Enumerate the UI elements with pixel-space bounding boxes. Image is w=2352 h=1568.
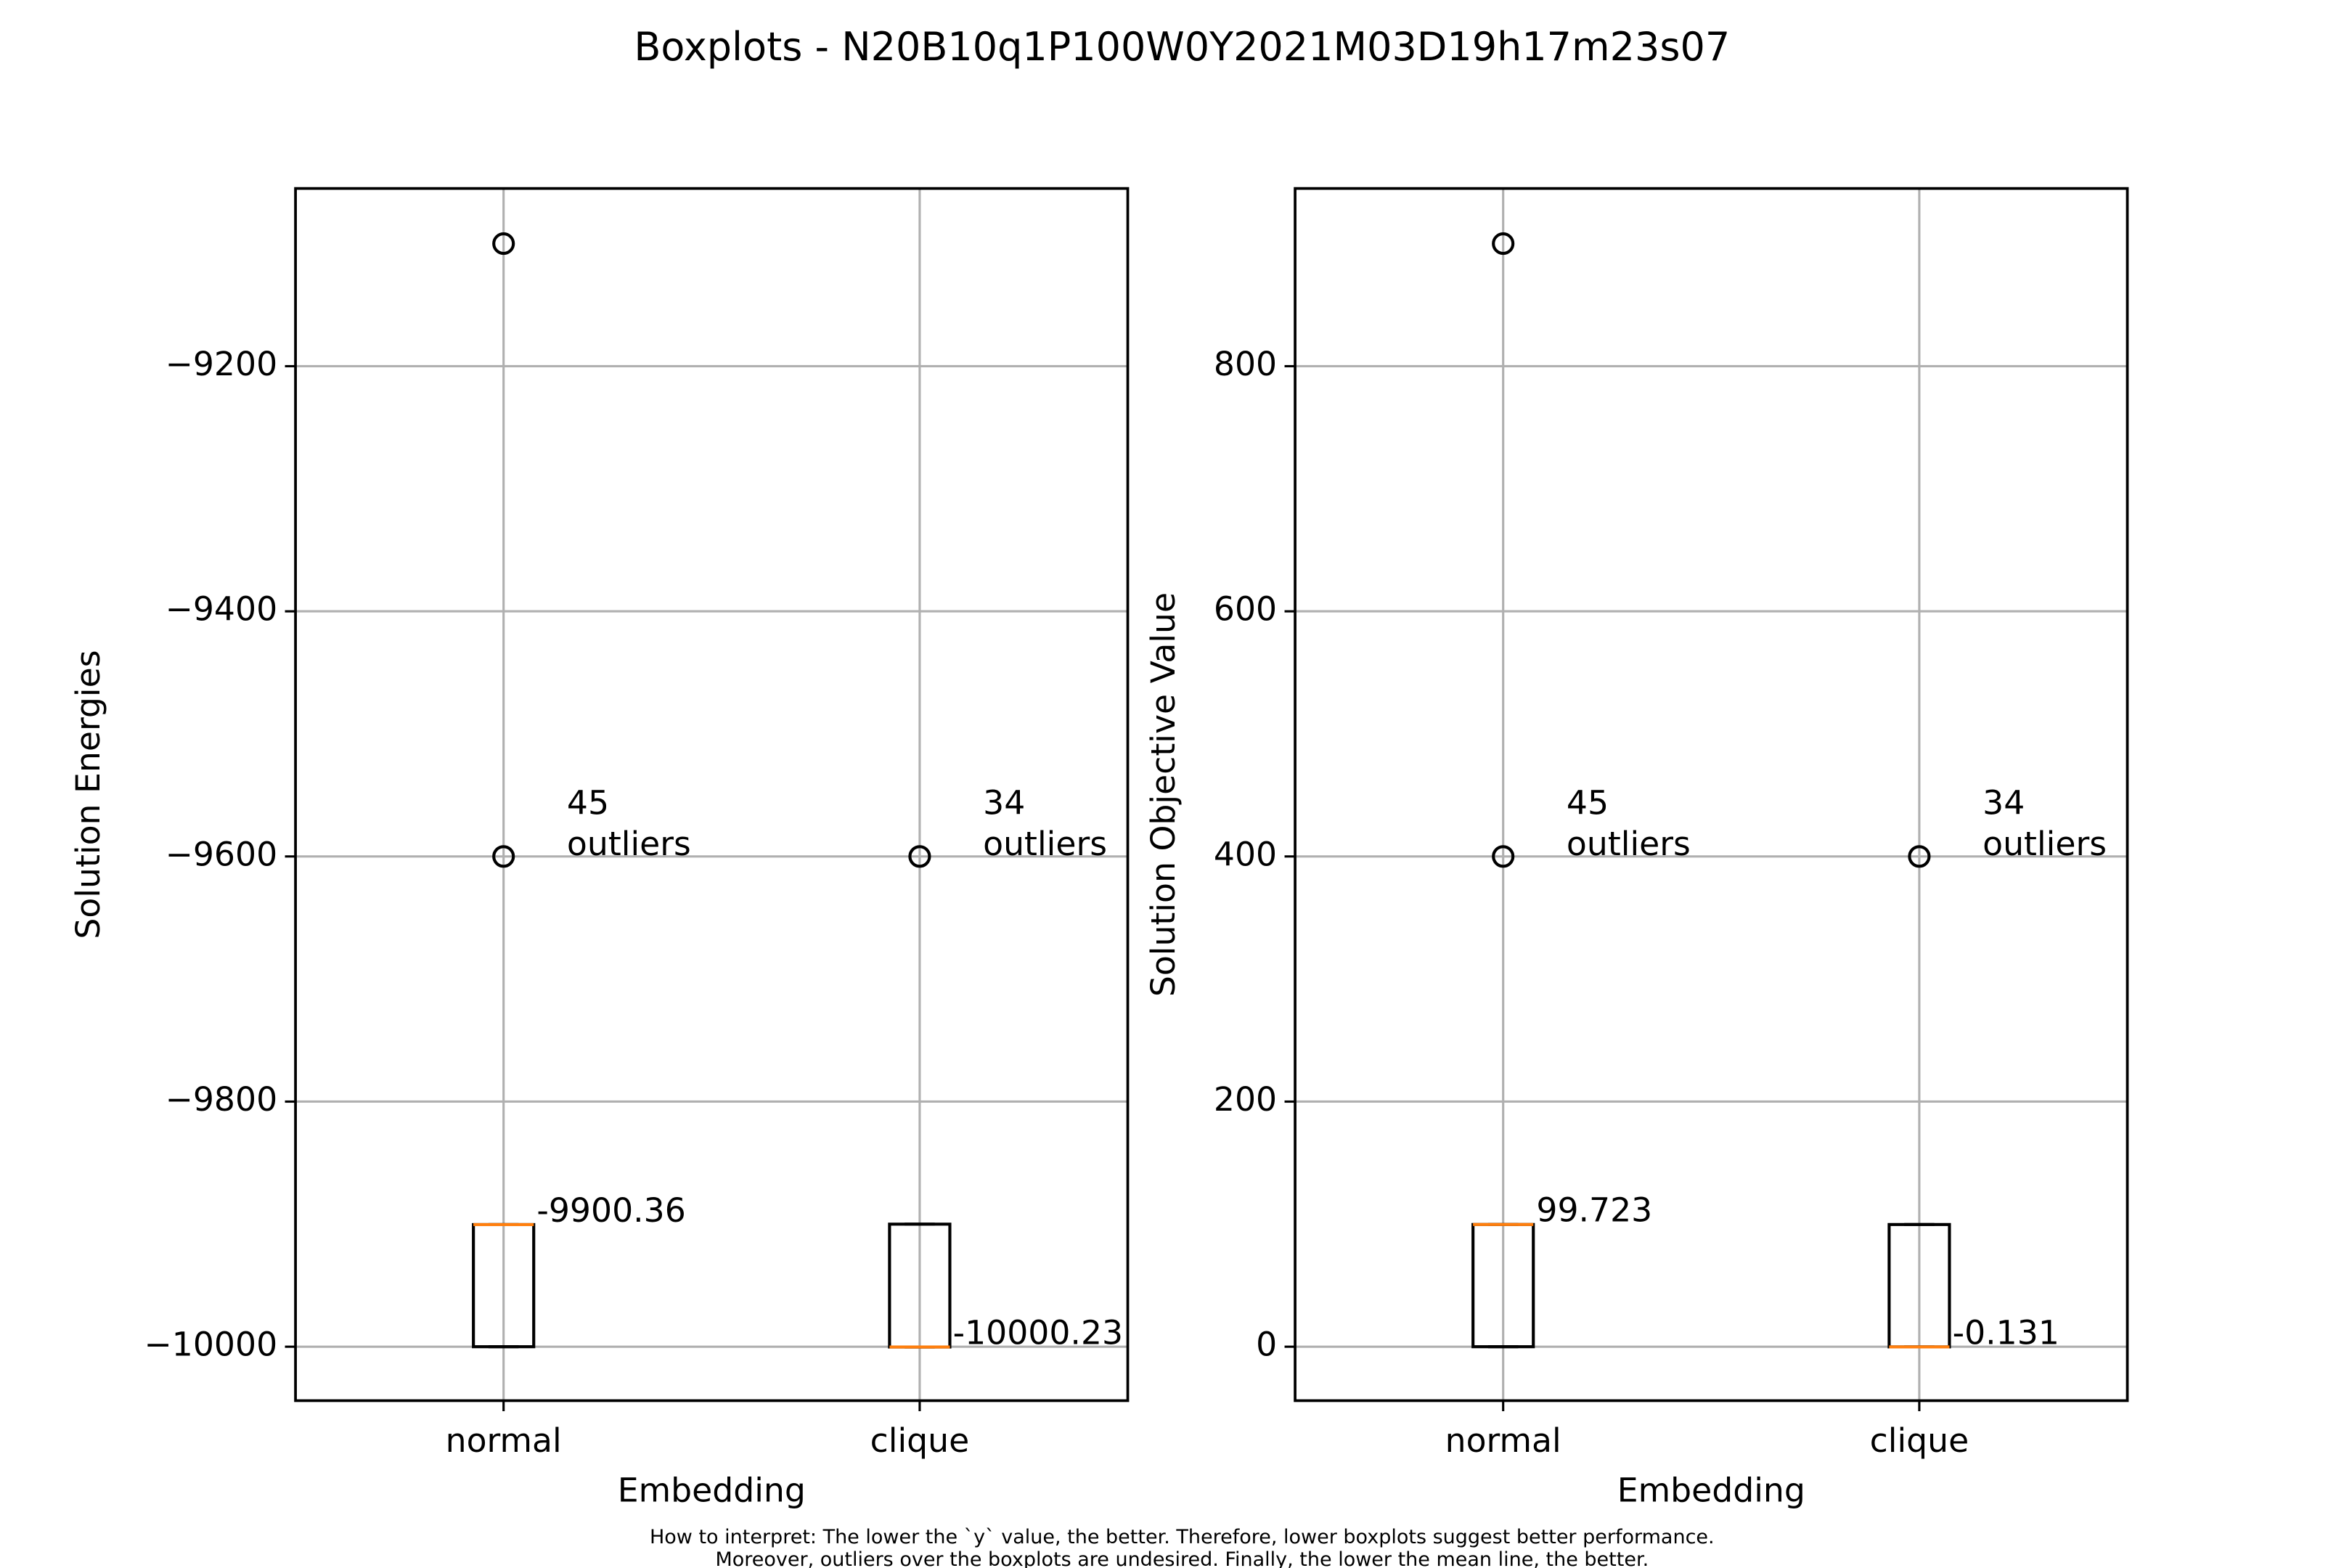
- median-label: -0.131: [1953, 1313, 2059, 1352]
- y-tick-label: −10000: [144, 1326, 278, 1364]
- outlier-label: outliers: [567, 825, 691, 863]
- outlier: [1908, 845, 1931, 868]
- x-tick-label: normal: [446, 1421, 562, 1460]
- axes-frame: [1294, 187, 2129, 1402]
- outlier-count: 45: [567, 784, 609, 822]
- y-tick-label: 600: [1214, 590, 1277, 629]
- outlier: [492, 232, 515, 256]
- footnote: How to interpret: The lower the `y` valu…: [650, 1526, 1715, 1548]
- median-label: -9900.36: [536, 1191, 685, 1230]
- outlier-label: outliers: [983, 825, 1107, 863]
- outlier: [1492, 845, 1515, 868]
- outlier-label: outliers: [1567, 825, 1691, 863]
- outlier-count: 34: [1983, 784, 2025, 822]
- y-axis-label: Solution Objective Value: [1144, 592, 1183, 997]
- y-tick-label: −9800: [166, 1080, 278, 1119]
- y-tick-label: −9600: [166, 835, 278, 873]
- median-label: -10000.23: [953, 1313, 1123, 1352]
- figure-title: Boxplots - N20B10q1P100W0Y2021M03D19h17m…: [634, 24, 1730, 70]
- x-tick-label: clique: [1870, 1421, 1969, 1460]
- x-tick-label: clique: [870, 1421, 970, 1460]
- y-tick-label: −9400: [166, 590, 278, 629]
- outlier-count: 45: [1567, 784, 1609, 822]
- footnote: Moreover, outliers over the boxplots are…: [715, 1548, 1649, 1568]
- outlier: [908, 845, 931, 868]
- x-axis-label: Embedding: [618, 1471, 806, 1510]
- y-tick-label: 800: [1214, 345, 1277, 383]
- x-axis-label: Embedding: [1617, 1471, 1805, 1510]
- y-tick-label: −9200: [166, 345, 278, 383]
- outlier-count: 34: [983, 784, 1025, 822]
- x-tick-label: normal: [1445, 1421, 1561, 1460]
- y-tick-label: 200: [1214, 1080, 1277, 1119]
- axes-frame: [294, 187, 1130, 1402]
- y-tick-label: 400: [1214, 835, 1277, 873]
- outlier: [1492, 232, 1515, 256]
- median-label: 99.723: [1536, 1191, 1652, 1230]
- outlier-label: outliers: [1983, 825, 2107, 863]
- outlier: [492, 845, 515, 868]
- y-axis-label: Solution Energies: [69, 650, 107, 939]
- y-tick-label: 0: [1256, 1326, 1277, 1364]
